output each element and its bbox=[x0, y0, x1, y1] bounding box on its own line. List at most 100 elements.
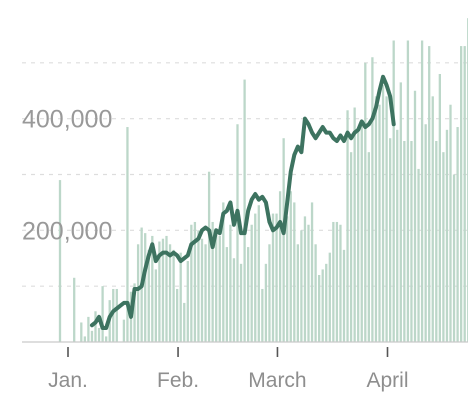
bar bbox=[289, 191, 292, 342]
bar bbox=[318, 275, 321, 342]
bar bbox=[204, 244, 207, 342]
bar bbox=[353, 107, 356, 342]
bar bbox=[151, 235, 154, 342]
bar bbox=[403, 141, 406, 342]
bar bbox=[378, 104, 381, 343]
bar bbox=[190, 224, 193, 342]
bar bbox=[435, 141, 438, 342]
bar bbox=[211, 221, 214, 342]
bar bbox=[449, 104, 452, 343]
rolling-average bbox=[89, 74, 396, 331]
bar bbox=[112, 288, 115, 342]
bar bbox=[339, 224, 342, 342]
bar bbox=[314, 244, 317, 342]
bar bbox=[176, 288, 179, 342]
bar bbox=[321, 269, 324, 342]
bar bbox=[357, 129, 360, 342]
bar bbox=[247, 247, 250, 342]
bar bbox=[200, 238, 204, 342]
bar bbox=[264, 263, 268, 342]
x-tick-label: Feb. bbox=[157, 369, 199, 392]
bar bbox=[381, 85, 385, 343]
bar bbox=[420, 40, 424, 342]
bar bbox=[87, 316, 90, 343]
bar bbox=[328, 252, 331, 342]
bar bbox=[385, 96, 388, 342]
bar bbox=[456, 127, 459, 342]
bar bbox=[236, 124, 239, 342]
y-tick-label: 400,000 bbox=[22, 106, 112, 134]
bar bbox=[452, 174, 456, 342]
bar bbox=[349, 152, 353, 342]
bar bbox=[392, 40, 395, 342]
bar bbox=[218, 235, 221, 342]
bar bbox=[399, 82, 402, 343]
bar bbox=[261, 288, 264, 342]
bar bbox=[342, 249, 346, 343]
bar bbox=[154, 269, 157, 342]
y-axis-labels: 200,000 400,000 bbox=[22, 106, 112, 246]
bar bbox=[80, 322, 83, 342]
bar bbox=[58, 180, 62, 342]
bar bbox=[225, 247, 228, 342]
bar bbox=[254, 213, 257, 342]
bar bbox=[115, 288, 118, 342]
bar bbox=[126, 127, 129, 342]
bar bbox=[73, 277, 76, 342]
bar bbox=[90, 330, 94, 342]
bar bbox=[371, 57, 374, 342]
bar bbox=[239, 263, 243, 342]
bar bbox=[296, 244, 299, 342]
bar bbox=[101, 286, 104, 342]
bar bbox=[257, 205, 260, 342]
bar bbox=[229, 224, 232, 342]
bar bbox=[445, 129, 449, 342]
bar bbox=[424, 124, 427, 342]
daily-bars bbox=[58, 18, 468, 343]
x-tick-label: Jan. bbox=[48, 369, 88, 392]
bar bbox=[207, 171, 211, 342]
bar bbox=[268, 244, 271, 342]
bar bbox=[197, 230, 200, 342]
bar bbox=[346, 110, 349, 342]
bar bbox=[158, 241, 161, 342]
bar bbox=[232, 258, 236, 342]
bar bbox=[136, 244, 140, 342]
bar bbox=[396, 129, 399, 342]
bar bbox=[172, 249, 175, 343]
bar bbox=[271, 213, 275, 342]
bar bbox=[300, 230, 303, 342]
bar bbox=[83, 336, 86, 342]
bar bbox=[374, 96, 378, 342]
bar bbox=[275, 213, 278, 342]
bar bbox=[325, 263, 328, 342]
bar bbox=[364, 62, 367, 342]
bar bbox=[389, 138, 392, 342]
bar bbox=[282, 138, 285, 342]
x-tick-label: April bbox=[366, 369, 408, 392]
bar bbox=[161, 238, 165, 342]
y-tick-label: 200,000 bbox=[22, 217, 112, 245]
bar bbox=[303, 216, 307, 343]
x-tick-label: March bbox=[248, 369, 306, 392]
bar bbox=[460, 46, 463, 342]
bar bbox=[417, 168, 420, 342]
bar bbox=[335, 221, 339, 342]
bar bbox=[367, 152, 370, 342]
bar bbox=[431, 96, 434, 342]
bar bbox=[105, 336, 108, 342]
bar bbox=[168, 244, 172, 342]
bar bbox=[144, 233, 147, 343]
bar bbox=[133, 283, 136, 343]
average-line bbox=[89, 74, 396, 331]
bar bbox=[360, 124, 363, 342]
bar bbox=[428, 46, 431, 342]
bar bbox=[186, 261, 189, 342]
bar bbox=[463, 46, 466, 342]
x-axis: Jan. Feb. March April bbox=[22, 341, 468, 392]
bar bbox=[286, 216, 289, 343]
bar bbox=[410, 141, 413, 342]
bar bbox=[332, 221, 335, 342]
bar bbox=[222, 202, 225, 342]
